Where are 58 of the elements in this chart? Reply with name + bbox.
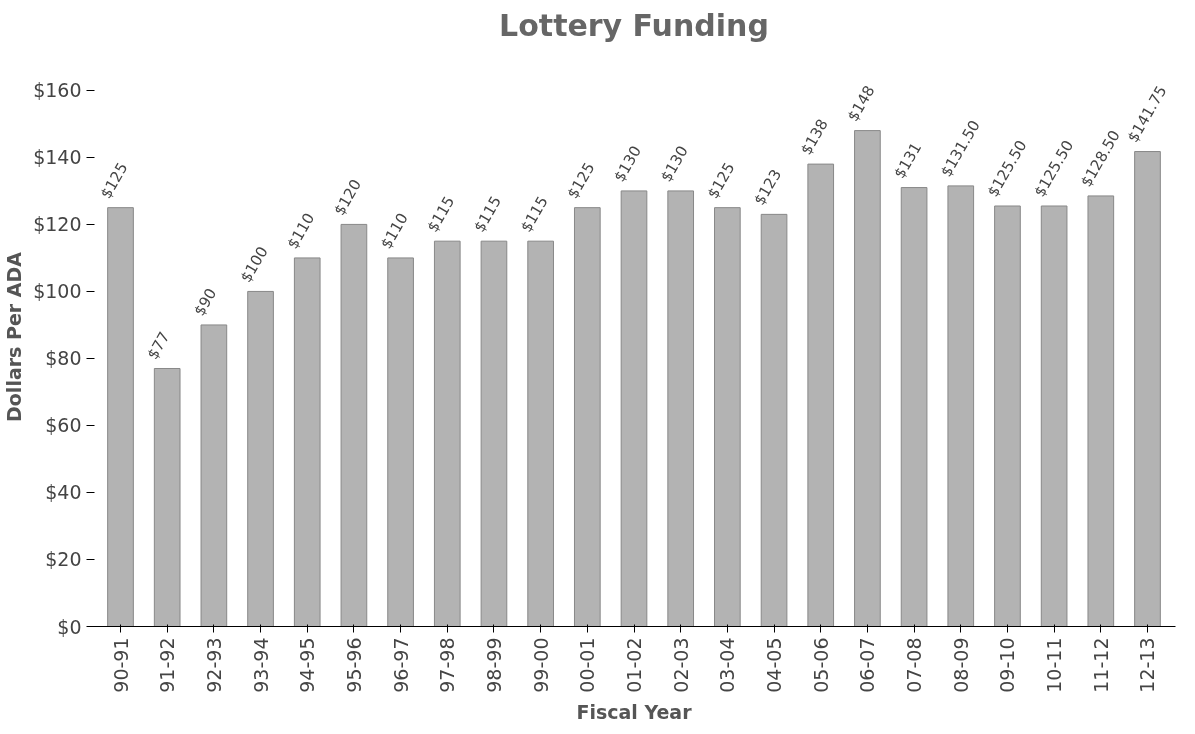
x-tick-label: 03-04: [716, 637, 739, 693]
bar: [247, 290, 274, 627]
x-tick-label: 04-05: [763, 637, 786, 693]
x-tick-label: 12-13: [1136, 637, 1159, 693]
x-tick-label: 02-03: [669, 637, 692, 693]
x-tick-label: 06-07: [856, 637, 879, 693]
x-tick-label: 94-95: [296, 637, 319, 693]
bar: [153, 368, 181, 627]
x-tick-label: 07-08: [903, 637, 926, 693]
bar: [527, 240, 554, 627]
bar: [994, 205, 1021, 627]
x-axis-title: Fiscal Year: [576, 700, 693, 723]
bar: [714, 207, 741, 627]
x-tick-label: 95-96: [342, 637, 365, 693]
x-tick-label: 90-91: [109, 637, 132, 693]
bar: [620, 190, 648, 627]
y-axis-title: Dollars Per ADA: [3, 251, 26, 422]
y-tick-label: $80: [45, 347, 82, 370]
x-tick-label: 91-92: [156, 637, 179, 693]
x-tick-label: 97-98: [436, 637, 459, 693]
bar: [1134, 151, 1161, 627]
bar: [1040, 205, 1068, 627]
bar: [900, 187, 928, 627]
x-tick-label: 01-02: [623, 637, 645, 693]
bar: [573, 207, 601, 627]
bar: [387, 257, 414, 627]
y-tick-label: $120: [33, 213, 82, 236]
x-tick-label: 11-12: [1089, 637, 1112, 693]
x-tick-label: 00-01: [576, 637, 599, 693]
y-tick-label: $140: [33, 146, 82, 169]
x-tick-label: 10-11: [1043, 637, 1066, 693]
x-tick-label: 05-06: [809, 637, 832, 693]
x-tick-label: 98-99: [482, 637, 505, 693]
bar: [340, 223, 368, 627]
y-tick-label: $0: [57, 615, 82, 638]
x-tick-label: 99-00: [529, 637, 552, 693]
y-tick-label: $40: [45, 481, 82, 504]
bar: [480, 240, 508, 627]
bar: [947, 185, 975, 627]
x-tick-label: 93-94: [249, 637, 272, 693]
bar: [293, 257, 321, 627]
y-tick-label: $160: [33, 79, 82, 102]
y-tick-label: $60: [45, 414, 82, 437]
bar: [854, 130, 881, 627]
bar: [433, 240, 461, 627]
y-tick-label: $100: [33, 280, 82, 303]
bar: [807, 163, 835, 627]
bar: [1087, 195, 1115, 627]
x-tick-label: 96-97: [389, 637, 412, 693]
x-tick-label: 09-10: [996, 637, 1019, 693]
bar: [760, 213, 788, 627]
chart-title: Lottery Funding: [499, 7, 769, 43]
bar: [667, 190, 695, 627]
bar: [107, 207, 134, 627]
x-tick-label: 08-09: [949, 637, 972, 693]
x-tick-label: 92-93: [202, 637, 225, 693]
y-tick-label: $20: [45, 548, 82, 571]
bar: [200, 324, 228, 627]
